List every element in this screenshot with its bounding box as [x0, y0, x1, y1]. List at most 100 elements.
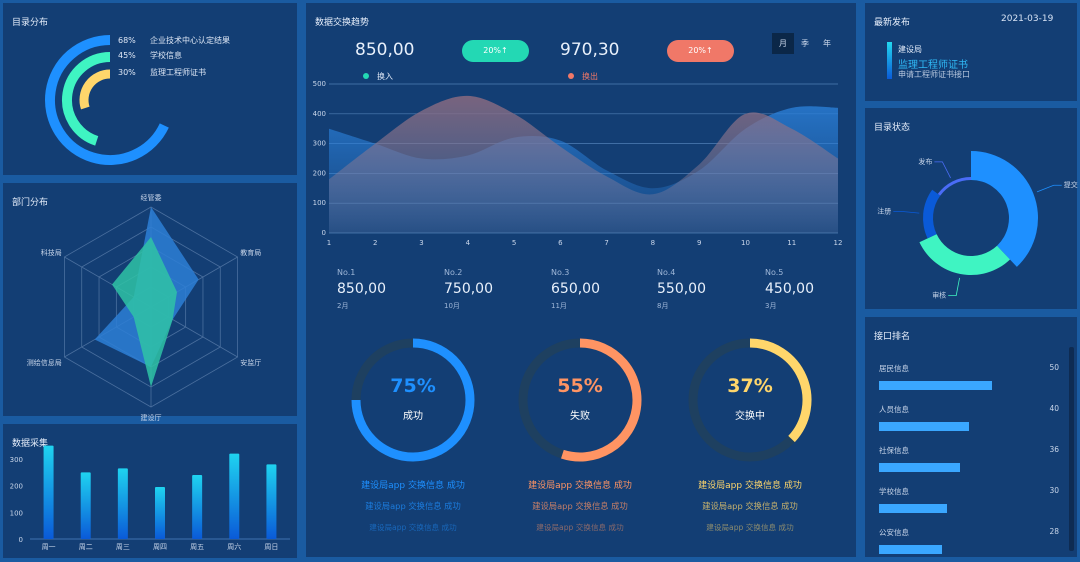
legend-out[interactable]: 换出 — [568, 71, 598, 82]
y-tick-label: 0 — [19, 536, 23, 544]
legend-percent: 45% — [118, 51, 136, 60]
gauge-log-line: 建设局app 交换信息 成功 — [702, 501, 798, 511]
x-tick-label: 9 — [697, 239, 701, 247]
x-tick-label: 7 — [604, 239, 608, 247]
gauge-progress — [749, 338, 812, 443]
rank-no: No.2 — [444, 268, 463, 277]
bar — [266, 464, 277, 539]
rank-item: No.2 750,00 10月 — [444, 268, 544, 311]
rank-label: 社保信息 — [879, 446, 909, 455]
legend-label: 换出 — [582, 72, 598, 81]
rank-count: 28 — [1049, 527, 1059, 536]
legend-item: 45% 学校信息 — [118, 50, 230, 67]
x-tick-label: 4 — [466, 239, 471, 247]
x-tick-label: 2 — [373, 239, 377, 247]
rank-value: 650,00 — [551, 281, 600, 297]
rank-value: 550,00 — [657, 281, 706, 297]
x-tick-label: 1 — [327, 239, 331, 247]
latest-release-panel: 最新发布 2021-03-19 建设局 监理工程师证书 申请工程师证书接口 — [865, 3, 1077, 101]
out-total-value: 970,30 — [560, 40, 620, 60]
y-tick-label: 100 — [313, 199, 326, 207]
radar-axis-label: 安监厅 — [240, 358, 261, 367]
y-tick-label: 200 — [10, 483, 23, 491]
gauge-log-line: 建设局app 交换信息 成功 — [365, 501, 461, 511]
rank-label: 公安信息 — [879, 528, 909, 537]
period-year-tab[interactable]: 年 — [823, 39, 831, 48]
donut-slice — [923, 189, 941, 239]
area-series-out — [329, 95, 838, 233]
gauge-log-line: 建设局app 交换信息 成功 — [361, 481, 465, 491]
rank-list-item[interactable]: 人员信息 40 — [879, 404, 1059, 431]
y-tick-label: 200 — [313, 169, 326, 177]
x-tick-label: 5 — [512, 239, 516, 247]
rank-label: 居民信息 — [879, 364, 909, 373]
label-leader-line — [948, 277, 960, 297]
rank-label: 学校信息 — [879, 487, 909, 496]
legend-dot-icon — [363, 73, 369, 79]
label-leader-line — [934, 161, 951, 179]
gauge-label: 失败 — [570, 411, 590, 422]
bar-chart: 0 100 200 300 周一 周二 周三 周四 周五 周六 周日 — [10, 445, 290, 551]
rank-month: 3月 — [765, 302, 777, 310]
accent-bar — [887, 42, 892, 79]
rank-list-item[interactable]: 学校信息 30 — [879, 486, 1059, 513]
rank-item: No.4 550,00 8月 — [657, 268, 757, 311]
catalog-status-panel: 目录状态 提交 审核 注册 发布 — [865, 108, 1078, 309]
gauge-log-line: 建设局app 交换信息 成功 — [698, 481, 802, 491]
legend-item: 68% 企业技术中心认定结果 — [118, 35, 230, 50]
legend-label: 换入 — [377, 72, 393, 81]
period-switch: 月季 年 — [772, 31, 838, 54]
x-tick-label: 12 — [834, 239, 843, 247]
y-tick-label: 300 — [313, 140, 326, 148]
ring-arc — [62, 52, 111, 146]
radar-axis-label: 教育局 — [240, 248, 261, 257]
rank-bar — [879, 504, 947, 513]
panel-title: 数据采集 — [12, 439, 49, 449]
release-name[interactable]: 监理工程师证书 — [898, 60, 968, 71]
gauge-label: 交换中 — [735, 411, 765, 422]
bar — [117, 468, 128, 539]
rank-count: 40 — [1049, 404, 1059, 413]
slice-label: 注册 — [877, 206, 891, 215]
label-leader-line — [893, 211, 920, 214]
bar — [192, 475, 203, 539]
out-growth-badge: 20%↑ — [667, 40, 734, 62]
scrollbar[interactable] — [1069, 347, 1074, 551]
radar-axis-label: 测绘信息局 — [27, 358, 62, 367]
rank-item: No.3 650,00 11月 — [551, 268, 651, 311]
rank-month: 8月 — [657, 302, 669, 310]
rank-count: 50 — [1049, 363, 1059, 372]
rank-no: No.5 — [765, 268, 784, 277]
ring-legend: 68% 企业技术中心认定结果 45% 学校信息 30% 监理工程师证书 — [118, 35, 230, 78]
rank-bar — [879, 545, 942, 554]
rank-list-item[interactable]: 社保信息 36 — [879, 445, 1059, 472]
donut-slice — [937, 177, 971, 196]
period-month-tab[interactable]: 月 — [772, 33, 794, 54]
legend-in[interactable]: 换入 — [363, 71, 393, 82]
legend-label: 学校信息 — [150, 51, 182, 60]
gauge-label: 成功 — [403, 411, 423, 422]
radar-axis-label: 经管委 — [141, 193, 162, 202]
rank-list-item[interactable]: 公安信息 28 — [879, 527, 1059, 554]
in-total-value: 850,00 — [355, 40, 415, 60]
panel-title: 目录状态 — [874, 123, 911, 133]
release-dept: 建设局 — [898, 45, 922, 54]
rank-month: 11月 — [551, 302, 567, 310]
rank-list-item[interactable]: 居民信息 50 — [879, 363, 1059, 390]
period-quarter-tab[interactable]: 季 — [801, 39, 809, 48]
legend-percent: 30% — [118, 68, 136, 77]
panel-title: 最新发布 — [874, 18, 911, 28]
panel-title: 接口排名 — [874, 332, 911, 342]
slice-label: 发布 — [918, 157, 932, 166]
gauge-log-line: 建设局app 交换信息 成功 — [369, 523, 457, 532]
y-tick-label: 300 — [10, 456, 23, 464]
ring-arc — [79, 69, 111, 110]
x-tick-label: 10 — [741, 239, 750, 247]
radar-series-area — [112, 237, 177, 387]
rank-value: 850,00 — [337, 281, 386, 297]
legend-item: 30% 监理工程师证书 — [118, 67, 230, 78]
donut-slice — [971, 151, 1038, 267]
catalog-dist-panel: 目录分布 68% 企业技术中心认定结果 45% 学校信息 30% 监理工程师证书 — [3, 3, 297, 175]
